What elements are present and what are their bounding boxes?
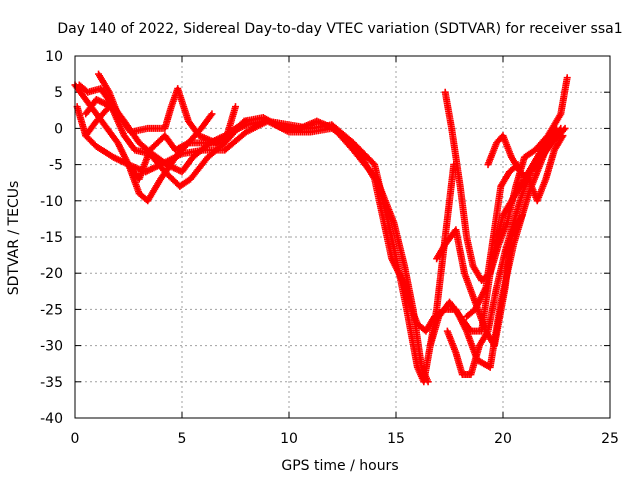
data-point (560, 126, 568, 134)
data-point (450, 161, 458, 169)
series-track-8 (441, 74, 571, 284)
y-tick-label: -35 (40, 375, 63, 391)
y-tick-label: 10 (45, 49, 63, 65)
data-point (561, 124, 569, 132)
data-point (440, 306, 448, 314)
data-point (424, 378, 432, 386)
x-tick-label: 0 (71, 431, 80, 447)
data-point (518, 211, 526, 219)
y-tick-label: 0 (54, 121, 63, 137)
chart-title: Day 140 of 2022, Sidereal Day-to-day VTE… (57, 21, 622, 37)
x-tick-label: 15 (387, 431, 405, 447)
y-tick-label: -20 (40, 266, 63, 282)
data-point (114, 110, 122, 118)
y-tick-label: -40 (40, 411, 63, 427)
series-track-13 (82, 103, 122, 140)
y-tick-label: -10 (40, 194, 63, 210)
series-track-10 (426, 161, 458, 350)
data-point (559, 132, 567, 140)
y-tick-label: -5 (49, 158, 63, 174)
x-axis-label: GPS time / hours (281, 458, 398, 474)
series-track-9 (443, 124, 569, 379)
data-point (232, 103, 239, 111)
x-tick-label: 5 (178, 431, 187, 447)
y-tick-label: -25 (40, 302, 63, 318)
x-tick-label: 20 (494, 431, 512, 447)
data-point (563, 74, 571, 82)
series-track-5 (125, 114, 432, 386)
y-tick-label: -15 (40, 230, 63, 246)
x-tick-label: 25 (601, 431, 619, 447)
data-point (241, 118, 249, 126)
y-tick-label: -30 (40, 339, 63, 355)
data-point (207, 111, 215, 119)
x-tick-label: 10 (280, 431, 298, 447)
data-markers (71, 70, 571, 386)
y-axis-label: SDTVAR / TECUs (6, 181, 22, 296)
series-track-12 (484, 132, 567, 205)
series-track-11 (463, 161, 522, 321)
data-point (208, 110, 216, 118)
y-tick-label: 5 (54, 85, 63, 101)
data-point (242, 117, 250, 125)
plot-frame (74, 55, 611, 419)
data-point (112, 109, 120, 117)
